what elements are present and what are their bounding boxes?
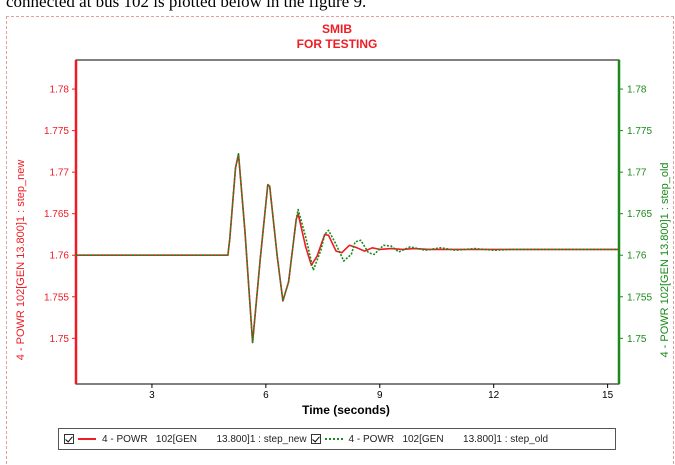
legend-label: 4 - POWR 102[GEN 13.800]1 : step_new: [102, 433, 307, 445]
line-swatch-icon: [78, 438, 96, 440]
y-tick-label-right: 1.765: [627, 209, 652, 220]
legend: 4 - POWR 102[GEN 13.800]1 : step_new 4 -…: [58, 428, 616, 450]
chart-frame: [6, 16, 674, 464]
legend-item-step-new[interactable]: 4 - POWR 102[GEN 13.800]1 : step_new: [64, 434, 307, 445]
y-tick-label-right: 1.78: [627, 85, 647, 96]
y-tick-label-right: 1.76: [627, 251, 647, 262]
y-tick-label-left: 1.775: [44, 126, 69, 137]
y-tick-label-left: 1.77: [50, 168, 70, 179]
x-tick-label: 3: [149, 390, 155, 401]
series-line-step-old: [76, 153, 619, 344]
caption-text: connected at bus 102 is plotted below in…: [6, 0, 367, 11]
y-tick-label-right: 1.75: [627, 334, 647, 345]
y-tick-label-right: 1.755: [627, 292, 652, 303]
y-axis-label-left: 4 - POWR 102[GEN 13.800]1 : step_new: [15, 160, 27, 361]
x-axis-label: Time (seconds): [302, 403, 390, 417]
checkbox-icon[interactable]: [64, 434, 74, 444]
y-tick-label-right: 1.775: [627, 126, 652, 137]
chart-subtitle: FOR TESTING: [297, 37, 378, 51]
line-swatch-icon: [324, 438, 343, 440]
x-tick-label: 6: [263, 390, 269, 401]
y-tick-label-left: 1.755: [44, 292, 69, 303]
plot-area: [75, 59, 620, 385]
y-tick-label-left: 1.76: [50, 251, 70, 262]
y-tick-label-left: 1.75: [50, 334, 70, 345]
checkbox-icon[interactable]: [310, 434, 321, 444]
chart-title: SMIB: [322, 22, 352, 36]
x-tick-label: 12: [488, 390, 500, 401]
y-tick-label-left: 1.765: [44, 209, 69, 220]
x-tick-label: 9: [377, 390, 383, 401]
legend-label: 4 - POWR 102[GEN 13.800]1 : step_old: [348, 433, 549, 445]
y-tick-label-left: 1.78: [50, 85, 70, 96]
legend-item-step-old[interactable]: 4 - POWR 102[GEN 13.800]1 : step_old: [310, 433, 549, 445]
y-axis-label-right: 4 - POWR 102[GEN 13.800]1 : step_old: [659, 162, 671, 357]
x-tick-label: 15: [602, 390, 614, 401]
y-tick-label-right: 1.77: [627, 168, 647, 179]
